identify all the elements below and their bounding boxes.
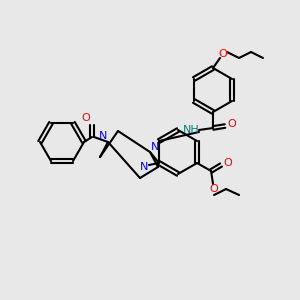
Text: NH: NH [183,125,200,135]
Text: O: O [224,158,233,168]
Text: O: O [219,49,227,59]
Text: O: O [82,113,90,123]
Text: N: N [151,142,159,152]
Text: N: N [140,162,148,172]
Text: O: O [228,119,236,129]
Text: N: N [99,131,107,141]
Text: O: O [210,184,218,194]
